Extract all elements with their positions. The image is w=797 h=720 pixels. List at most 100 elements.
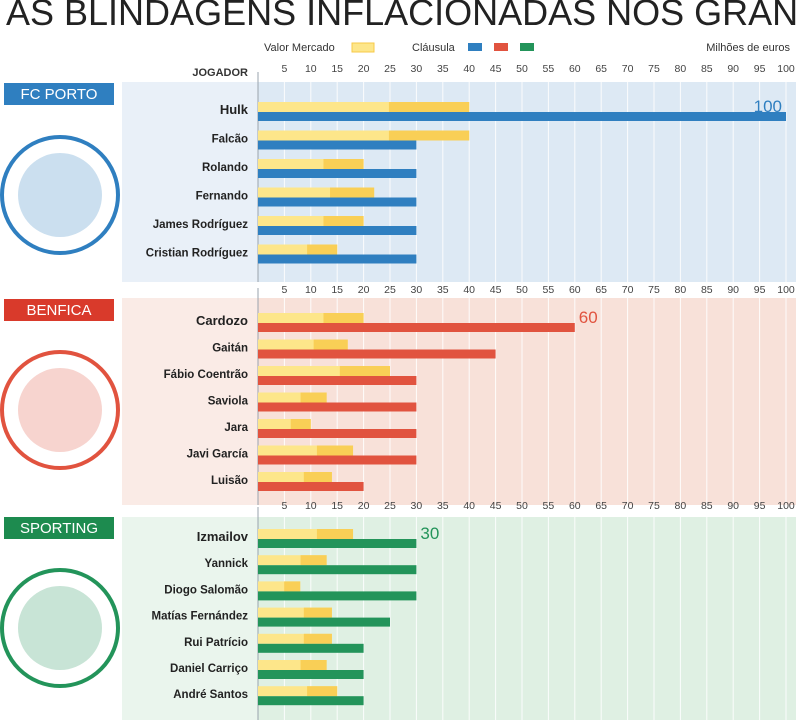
tick-label: 10: [305, 284, 317, 296]
team-crest-inner: [18, 586, 102, 670]
valor-mercado-bar: [258, 445, 354, 456]
player-row: Luisão: [211, 472, 364, 491]
tick-label: 20: [358, 284, 370, 296]
tick-label: 25: [384, 284, 396, 296]
tick-label: 80: [675, 500, 687, 512]
legend-valor-label: Valor Mercado: [264, 42, 335, 54]
tick-label: 40: [463, 284, 475, 296]
valor-mercado-bar: [258, 633, 332, 644]
tick-label: 5: [281, 500, 287, 512]
tick-label: 55: [543, 63, 555, 75]
tick-label: 80: [675, 284, 687, 296]
team-name: FC PORTO: [21, 86, 98, 103]
tick-label: 55: [543, 284, 555, 296]
player-name: Fábio Coentrão: [164, 369, 248, 381]
player-name: Diogo Salomão: [164, 584, 248, 596]
valor-mercado-bar-shade: [323, 216, 364, 226]
team-label-box: [4, 517, 114, 539]
valor-mercado-bar-shade: [300, 392, 327, 403]
tick-label: 25: [384, 500, 396, 512]
tick-label: 45: [490, 284, 502, 296]
tick-label: 70: [622, 63, 634, 75]
player-name: Yannick: [205, 558, 249, 570]
tick-label: 40: [463, 500, 475, 512]
name-column-band: [122, 517, 258, 720]
tick-label: 85: [701, 63, 713, 75]
valor-mercado-bar-shade: [388, 130, 470, 141]
player-row: Daniel Carriço: [170, 660, 364, 679]
tick-label: 30: [411, 63, 423, 75]
tick-label: 30: [411, 284, 423, 296]
player-name: Daniel Carriço: [170, 663, 248, 675]
player-row: Rui Patrício: [184, 633, 364, 653]
clausula-bar: [258, 565, 417, 575]
tick-label: 100: [777, 500, 795, 512]
tick-label: 35: [437, 500, 449, 512]
team-name: BENFICA: [26, 302, 91, 319]
clausula-bar: [258, 670, 364, 679]
team-label-box: [4, 299, 114, 321]
player-name: Cristian Rodríguez: [146, 248, 248, 260]
valor-mercado-bar: [258, 392, 327, 403]
clausula-bar: [258, 197, 417, 207]
tick-label: 15: [331, 284, 343, 296]
clausula-value-label: 100: [754, 97, 782, 116]
valor-mercado-bar: [258, 102, 470, 112]
tick-label: 10: [305, 500, 317, 512]
player-name: Hulk: [220, 102, 249, 117]
tick-label: 30: [411, 500, 423, 512]
tick-label: 15: [331, 63, 343, 75]
valor-mercado-bar: [258, 216, 364, 226]
player-row: Yannick: [205, 555, 417, 575]
tick-label: 95: [754, 284, 766, 296]
team-crest-inner: [18, 368, 102, 452]
player-name: Gaitán: [212, 343, 248, 355]
tick-label: 45: [490, 500, 502, 512]
team-section-sporting: 5 10 15 20 25 30 35 40 45 50 55 60 65 70 75 80 85 90 95 100…: [0, 500, 796, 720]
tick-label: 60: [569, 284, 581, 296]
tick-label: 20: [358, 500, 370, 512]
player-row: André Santos: [173, 686, 364, 706]
valor-mercado-bar: [258, 313, 364, 323]
clausula-bar: [258, 226, 417, 235]
tick-label: 35: [437, 63, 449, 75]
valor-mercado-bar-shade: [300, 555, 327, 566]
tick-label: 25: [384, 63, 396, 75]
clausula-bar: [258, 643, 364, 653]
tick-label: 50: [516, 500, 528, 512]
tick-label: 90: [727, 284, 739, 296]
unit-label: Milhões de euros: [706, 42, 790, 54]
legend-clausula-label: Cláusula: [412, 42, 456, 54]
player-row: Fábio Coentrão: [164, 366, 417, 385]
clausula-bar: [258, 482, 364, 491]
tick-label: 15: [331, 500, 343, 512]
valor-mercado-bar: [258, 366, 390, 376]
valor-mercado-bar: [258, 529, 354, 539]
player-row: Jara: [224, 419, 417, 438]
valor-mercado-bar: [258, 660, 327, 670]
valor-mercado-bar-shade: [316, 529, 354, 539]
team-crest-icon: [0, 135, 120, 255]
player-name: James Rodríguez: [153, 219, 248, 231]
valor-mercado-bar: [258, 244, 338, 255]
tick-label: 5: [281, 63, 287, 75]
player-row: Hulk 100: [220, 97, 786, 121]
clausula-bar: [258, 591, 417, 601]
valor-mercado-bar-shade: [330, 187, 375, 198]
player-row: Cristian Rodríguez: [146, 244, 417, 264]
valor-mercado-bar-shade: [303, 607, 332, 618]
valor-mercado-bar-shade: [307, 686, 338, 697]
legend-valor-swatch: [351, 42, 375, 53]
valor-mercado-bar-shade: [290, 419, 311, 429]
clausula-bar: [258, 539, 417, 548]
team-section-benfica: 5 10 15 20 25 30 35 40 45 50 55 60 65 70 75 80 85 90 95 100…: [0, 284, 796, 505]
clausula-bar: [258, 617, 390, 627]
team-section-porto: 5 10 15 20 25 30 35 40 45 50 55 60 65 70 75 80 85 90 95 100…: [0, 63, 796, 282]
tick-label: 85: [701, 284, 713, 296]
player-name: André Santos: [173, 689, 248, 701]
player-row: Fernando: [196, 187, 417, 207]
valor-mercado-bar-shade: [303, 633, 332, 644]
tick-label: 80: [675, 63, 687, 75]
valor-mercado-bar-shade: [316, 445, 354, 456]
tick-label: 70: [622, 500, 634, 512]
